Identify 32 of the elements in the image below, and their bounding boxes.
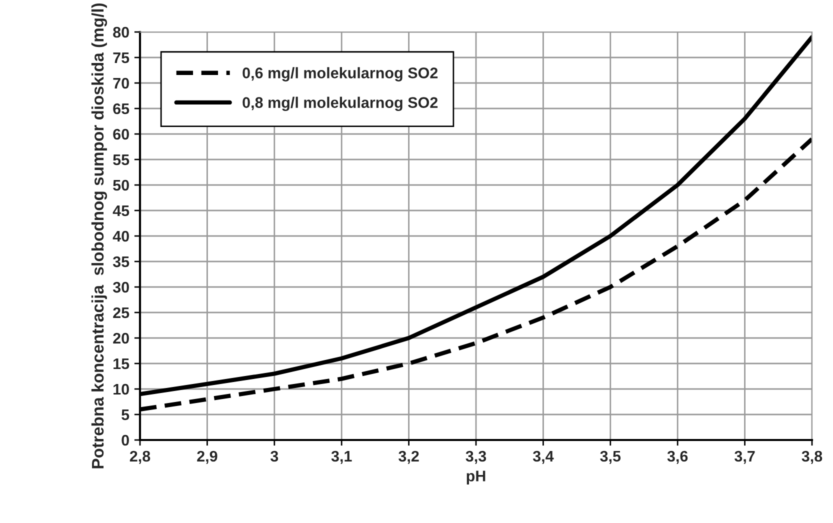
x-tick-label: 3,5 (600, 450, 621, 464)
x-tick-label: 3,2 (398, 450, 419, 464)
y-tick-label: 0 (122, 434, 129, 446)
y-tick-label: 80 (113, 26, 129, 38)
y-axis-title: Potrebna koncentracija slobodnog sumpor dioskida (mg/l) (91, 3, 108, 468)
x-tick-label: 3,3 (466, 450, 486, 464)
x-tick-label: 3 (270, 450, 278, 462)
y-tick-label: 5 (122, 410, 130, 420)
y-tick-label: 15 (114, 358, 130, 370)
y-tick-label: 20 (113, 332, 129, 344)
y-tick-label: 35 (112, 256, 130, 268)
y-tick-label: 30 (112, 282, 129, 293)
y-tick-label: 10 (114, 384, 129, 395)
x-tick-label: 3,8 (802, 450, 822, 464)
x-tick-label: 3,6 (667, 450, 688, 464)
y-tick-label: 40 (112, 230, 129, 242)
legend-label: 0,8 mg/l molekularnog SO2 (242, 96, 438, 112)
x-tick-label: 2,8 (130, 450, 150, 464)
y-tick-label: 65 (113, 103, 130, 114)
y-tick-label: 75 (113, 52, 130, 64)
y-tick-label: 45 (112, 206, 130, 216)
y-tick-label: 25 (113, 307, 130, 318)
legend-label: 0,6 mg/l molekularnog SO2 (242, 67, 438, 82)
y-tick-label: 70 (113, 78, 129, 89)
y-tick-label: 60 (113, 128, 129, 140)
x-tick-label: 3,4 (532, 450, 554, 464)
y-tick-label: 50 (113, 180, 129, 191)
x-tick-label: 3,7 (734, 450, 755, 464)
y-tick-label: 55 (113, 154, 130, 166)
x-tick-label: 2,9 (197, 450, 218, 464)
x-tick-label: 3,1 (331, 450, 352, 464)
x-axis-title: pH (466, 470, 486, 484)
